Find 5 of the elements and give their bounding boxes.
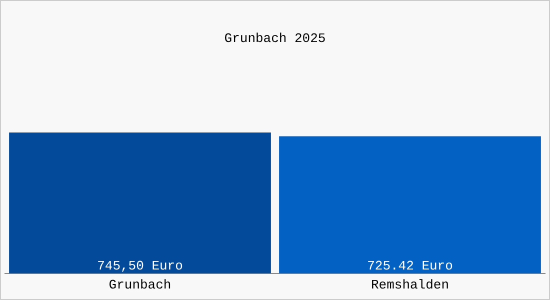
chart-title: Grunbach 2025 xyxy=(224,31,326,46)
data-label: 725.42 Euro xyxy=(367,258,453,274)
data-label: 745,50 Euro xyxy=(97,258,183,274)
x-tick-label: Grunbach xyxy=(108,278,172,293)
x-tick-label: Remshalden xyxy=(370,278,450,293)
